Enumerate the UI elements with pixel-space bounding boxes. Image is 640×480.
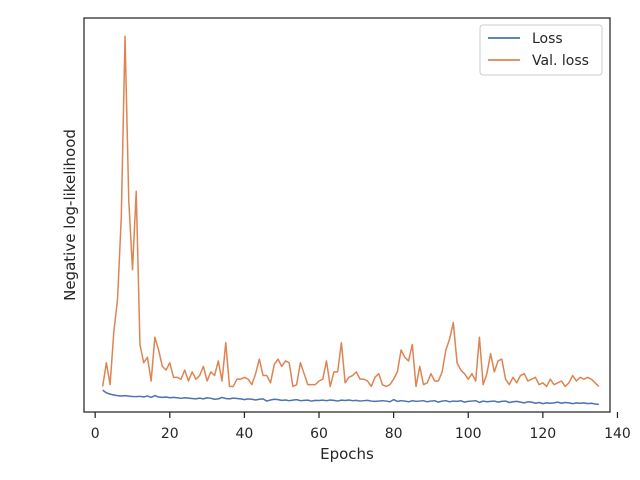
series-layer (101, 35, 600, 406)
x-tick-label: 20 (161, 426, 179, 442)
x-tick-label: 120 (529, 426, 556, 442)
series-line-loss (102, 389, 599, 406)
y-axis-label: Negative log-likelihood (61, 129, 79, 301)
legend-label-val-loss: Val. loss (532, 53, 589, 69)
x-tick-label: 40 (235, 426, 253, 442)
x-tick-label: 0 (91, 426, 100, 442)
x-axis-ticks: 0 20 40 60 80 100 120 140 (91, 412, 631, 442)
x-tick-label: 140 (604, 426, 631, 442)
x-tick-label: 60 (310, 426, 328, 442)
x-tick-label: 80 (385, 426, 403, 442)
x-tick-label: 100 (455, 426, 482, 442)
x-axis-label: Epochs (320, 445, 374, 463)
legend: Loss Val. loss (479, 24, 603, 76)
legend-label-loss: Loss (532, 31, 563, 47)
series-line-val-loss (101, 35, 600, 388)
plot-frame (83, 17, 611, 413)
